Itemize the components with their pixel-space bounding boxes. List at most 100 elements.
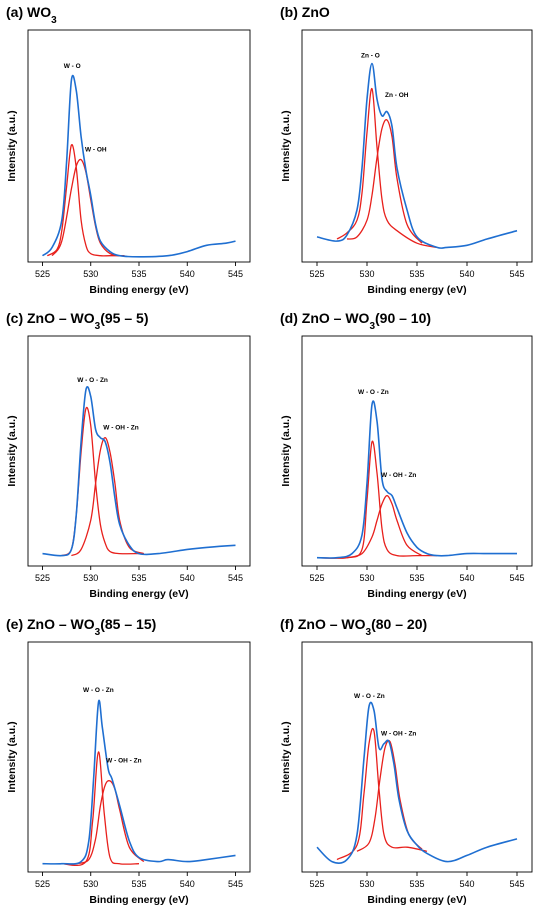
panel-title-subscript: 3 bbox=[95, 321, 101, 332]
y-axis-label: Intensity (a.u.) bbox=[280, 721, 292, 792]
peak-annotation: W - O - Zn bbox=[83, 687, 114, 694]
y-axis-label: Intensity (a.u.) bbox=[6, 110, 18, 181]
peak-annotation: W - OH - Zn bbox=[106, 757, 141, 764]
x-tick-label: 545 bbox=[228, 879, 243, 889]
component-series-line bbox=[76, 780, 145, 865]
x-axis-label: Binding energy (eV) bbox=[367, 588, 466, 600]
plot-frame bbox=[301, 641, 533, 873]
peak-annotation: W - O - Zn bbox=[77, 377, 108, 384]
panel-title-tail: (85 – 15) bbox=[100, 616, 156, 632]
peak-annotation: W - OH - Zn bbox=[103, 424, 138, 431]
chart-panel: (c) ZnO – WO3(95 – 5) 525 530 535 540 545 Bind… bbox=[6, 310, 251, 600]
plot-frame bbox=[301, 335, 533, 567]
component-series-line bbox=[356, 739, 423, 852]
envelope-series-line bbox=[316, 400, 517, 559]
envelope-series-line bbox=[316, 62, 518, 250]
panel-title: (e) ZnO – WO3(85 – 15) bbox=[6, 616, 156, 638]
x-tick-label: 525 bbox=[35, 573, 50, 583]
peak-annotation: Zn - OH bbox=[385, 92, 409, 99]
peak-annotation: W - OH - Zn bbox=[381, 472, 416, 479]
y-axis-label: Intensity (a.u.) bbox=[6, 721, 18, 792]
component-series-line bbox=[46, 144, 125, 257]
x-tick-label: 540 bbox=[459, 269, 474, 279]
component-series-line bbox=[71, 437, 145, 557]
panel-title-main: (b) ZnO bbox=[280, 4, 330, 20]
envelope-series-line bbox=[42, 699, 236, 865]
x-tick-label: 525 bbox=[309, 879, 324, 889]
x-tick-label: 540 bbox=[180, 879, 195, 889]
x-tick-label: 530 bbox=[83, 573, 98, 583]
x-tick-label: 535 bbox=[409, 879, 424, 889]
x-tick-label: 545 bbox=[228, 269, 243, 279]
panel-title-tail: (90 – 10) bbox=[375, 310, 431, 326]
panel-title-main: (e) ZnO – WO bbox=[6, 616, 95, 632]
panel-title-main: (a) WO bbox=[6, 4, 51, 20]
x-tick-label: 535 bbox=[131, 269, 146, 279]
x-tick-label: 525 bbox=[35, 879, 50, 889]
x-tick-label: 535 bbox=[409, 269, 424, 279]
x-tick-label: 525 bbox=[35, 269, 50, 279]
x-tick-label: 545 bbox=[228, 573, 243, 583]
chart-panel: (b) ZnO 525 530 535 540 545 Binding energy (eV… bbox=[280, 4, 533, 296]
x-tick-label: 530 bbox=[359, 879, 374, 889]
panel-title-main: (d) ZnO – WO bbox=[280, 310, 370, 326]
x-axis-label: Binding energy (eV) bbox=[89, 284, 188, 296]
x-tick-label: 545 bbox=[509, 269, 524, 279]
panel-title-main: (f) ZnO – WO bbox=[280, 616, 366, 632]
panel-title-tail: (80 – 20) bbox=[371, 616, 427, 632]
component-series-line bbox=[346, 494, 423, 559]
component-series-line bbox=[61, 751, 140, 867]
plot-frame bbox=[27, 29, 251, 263]
x-tick-label: 545 bbox=[509, 573, 524, 583]
envelope-series-line bbox=[42, 386, 236, 557]
component-series-line bbox=[346, 119, 423, 244]
peak-annotation: W - O - Zn bbox=[354, 693, 385, 700]
x-tick-label: 530 bbox=[359, 573, 374, 583]
x-tick-label: 530 bbox=[83, 879, 98, 889]
x-axis-label: Binding energy (eV) bbox=[367, 284, 466, 296]
x-axis-label: Binding energy (eV) bbox=[89, 588, 188, 600]
y-axis-label: Intensity (a.u.) bbox=[6, 415, 18, 486]
chart-panel: (f) ZnO – WO3(80 – 20) 525 530 535 540 545 Bin… bbox=[280, 616, 533, 906]
chart-panel: (a) WO3 525 530 535 540 545 Binding energy (eV… bbox=[6, 4, 251, 296]
peak-annotation: W - O bbox=[64, 63, 81, 70]
peak-annotation: Zn - O bbox=[361, 52, 380, 59]
peak-annotation: W - O - Zn bbox=[358, 389, 389, 396]
component-series-line bbox=[316, 440, 437, 559]
chart-panel: (e) ZnO – WO3(85 – 15) 525 530 535 540 545 Bin… bbox=[6, 616, 251, 906]
peak-annotation: W - OH - Zn bbox=[381, 730, 416, 737]
plot-frame bbox=[27, 335, 251, 567]
panel-title: (c) ZnO – WO3(95 – 5) bbox=[6, 310, 148, 332]
y-axis-label: Intensity (a.u.) bbox=[280, 110, 292, 181]
x-tick-label: 545 bbox=[509, 879, 524, 889]
y-axis-label: Intensity (a.u.) bbox=[280, 415, 292, 486]
panel-title: (a) WO3 bbox=[6, 4, 57, 26]
x-tick-label: 540 bbox=[459, 573, 474, 583]
plot-frame bbox=[301, 29, 533, 263]
panel-title: (d) ZnO – WO3(90 – 10) bbox=[280, 310, 431, 332]
x-axis-label: Binding energy (eV) bbox=[367, 894, 466, 906]
x-tick-label: 530 bbox=[83, 269, 98, 279]
x-tick-label: 540 bbox=[180, 573, 195, 583]
x-tick-label: 540 bbox=[180, 269, 195, 279]
panel-title-tail: (95 – 5) bbox=[100, 310, 148, 326]
panel-title: (f) ZnO – WO3(80 – 20) bbox=[280, 616, 427, 638]
panel-title: (b) ZnO bbox=[280, 4, 330, 20]
envelope-series-line bbox=[316, 701, 518, 864]
chart-panel: (d) ZnO – WO3(90 – 10) 525 530 535 540 545 Bin… bbox=[280, 310, 533, 600]
x-tick-label: 535 bbox=[131, 879, 146, 889]
x-axis-label: Binding energy (eV) bbox=[89, 894, 188, 906]
panel-title-subscript: 3 bbox=[51, 15, 57, 26]
x-tick-label: 535 bbox=[409, 573, 424, 583]
panel-title-subscript: 3 bbox=[95, 627, 101, 638]
component-series-line bbox=[336, 88, 438, 249]
x-tick-label: 530 bbox=[359, 269, 374, 279]
panel-title-subscript: 3 bbox=[369, 321, 375, 332]
component-series-line bbox=[336, 727, 428, 861]
x-tick-label: 535 bbox=[131, 573, 146, 583]
x-tick-label: 525 bbox=[309, 269, 324, 279]
panel-title-main: (c) ZnO – WO bbox=[6, 310, 95, 326]
x-tick-label: 525 bbox=[309, 573, 324, 583]
x-tick-label: 540 bbox=[459, 879, 474, 889]
